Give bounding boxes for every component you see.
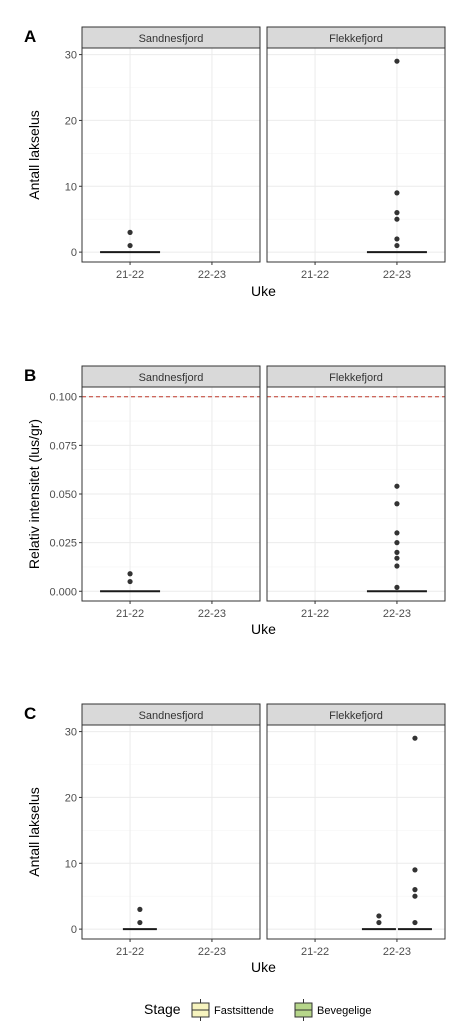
data-point xyxy=(394,584,400,590)
x-tick-label: 21-22 xyxy=(301,608,329,620)
x-tick-label: 21-22 xyxy=(301,946,329,958)
y-tick-label: 0.100 xyxy=(49,392,77,404)
data-point xyxy=(394,549,400,555)
panel-b: B 0.000 0.025 0.050 0.075 0.100 Relativ intens… xyxy=(24,365,446,637)
facet-strip-label: Flekkefjord xyxy=(329,710,383,722)
panel-a: A 0 10 20 30 Antall lakselus Sandnesfjord 21-22… xyxy=(24,26,446,299)
facet-strip-label: Flekkefjord xyxy=(329,372,383,384)
y-axis-title: Antall lakselus xyxy=(26,787,42,877)
facet-sandnesfjord: Sandnesfjord 21-22 22-23 xyxy=(81,365,261,620)
y-tick-label: 10 xyxy=(65,858,77,870)
facet-strip-label: Flekkefjord xyxy=(329,33,383,45)
legend-title: Stage xyxy=(144,1001,181,1017)
facet-flekkefjord: Flekkefjord 21-22 22-23 xyxy=(266,703,446,958)
x-tick-label: 22-23 xyxy=(198,608,226,620)
data-point xyxy=(137,906,143,912)
y-tick-label: 0 xyxy=(71,247,77,259)
y-tick-label: 30 xyxy=(65,727,77,739)
data-point xyxy=(412,735,418,741)
facet-strip-label: Sandnesfjord xyxy=(139,710,204,722)
panel-c: C 0 10 20 30 Antall lakselus Sandnesfjord 21-22… xyxy=(24,703,446,975)
legend-item: Bevegelige xyxy=(294,999,371,1021)
data-point xyxy=(127,571,133,577)
x-tick-label: 22-23 xyxy=(198,946,226,958)
data-point xyxy=(412,867,418,873)
facet-strip-label: Sandnesfjord xyxy=(139,372,204,384)
facet-sandnesfjord: Sandnesfjord 21-22 22-23 xyxy=(81,26,261,281)
data-point xyxy=(376,913,382,919)
legend-label: Fastsittende xyxy=(214,1005,274,1017)
data-point xyxy=(394,530,400,536)
y-tick-label: 0.000 xyxy=(49,586,77,598)
facet-strip xyxy=(81,365,261,388)
data-point xyxy=(127,578,133,585)
y-axis-title: Relativ intensitet (lus/gr) xyxy=(26,419,42,569)
data-point xyxy=(394,58,400,64)
data-point xyxy=(394,483,400,489)
data-point xyxy=(394,236,400,242)
data-point xyxy=(412,887,418,893)
facet-strip xyxy=(266,703,446,726)
data-point xyxy=(412,919,418,926)
x-tick-label: 22-23 xyxy=(383,269,411,281)
x-tick-label: 21-22 xyxy=(116,608,144,620)
data-point xyxy=(394,242,400,249)
x-axis-title: Uke xyxy=(251,283,276,299)
facet-sandnesfjord: Sandnesfjord 21-22 22-23 xyxy=(81,703,261,958)
facet-background xyxy=(267,48,445,262)
facet-strip xyxy=(266,26,446,49)
x-tick-label: 21-22 xyxy=(116,946,144,958)
facet-flekkefjord: Flekkefjord 21-22 22-23 xyxy=(266,365,446,620)
y-tick-label: 0.050 xyxy=(49,489,77,501)
panel-tag: B xyxy=(24,366,36,385)
data-point xyxy=(127,229,133,235)
facet-strip xyxy=(81,26,261,49)
data-point xyxy=(394,540,400,546)
data-point xyxy=(394,190,400,196)
x-tick-label: 22-23 xyxy=(198,269,226,281)
panel-tag: A xyxy=(24,27,36,46)
y-tick-label: 30 xyxy=(65,50,77,62)
data-point xyxy=(376,919,382,926)
x-tick-label: 22-23 xyxy=(383,946,411,958)
data-point xyxy=(394,501,400,507)
y-tick-label: 20 xyxy=(65,792,77,804)
y-tick-label: 0.025 xyxy=(49,538,77,550)
facet-strip xyxy=(81,703,261,726)
data-point xyxy=(394,563,400,569)
facet-flekkefjord: Flekkefjord 21-22 22-23 xyxy=(266,26,446,281)
facet-strip xyxy=(266,365,446,388)
x-tick-label: 21-22 xyxy=(116,269,144,281)
data-point xyxy=(137,919,143,926)
data-point xyxy=(394,210,400,216)
legend: Stage Fastsittende Bevegelige xyxy=(144,999,371,1021)
data-point xyxy=(394,216,400,222)
x-tick-label: 21-22 xyxy=(301,269,329,281)
y-tick-label: 0.075 xyxy=(49,440,77,452)
y-tick-label: 0 xyxy=(71,924,77,936)
panel-tag: C xyxy=(24,704,36,723)
data-point xyxy=(394,555,400,561)
facet-strip-label: Sandnesfjord xyxy=(139,33,204,45)
y-axis-title: Antall lakselus xyxy=(26,110,42,200)
facet-background xyxy=(267,725,445,939)
facet-background xyxy=(82,725,260,939)
x-tick-label: 22-23 xyxy=(383,608,411,620)
facet-background xyxy=(82,48,260,262)
x-axis-title: Uke xyxy=(251,621,276,637)
data-point xyxy=(127,242,133,249)
y-tick-label: 10 xyxy=(65,181,77,193)
y-tick-label: 20 xyxy=(65,115,77,127)
legend-item: Fastsittende xyxy=(191,999,274,1021)
x-axis-title: Uke xyxy=(251,959,276,975)
legend-label: Bevegelige xyxy=(317,1005,371,1017)
data-point xyxy=(412,893,418,899)
